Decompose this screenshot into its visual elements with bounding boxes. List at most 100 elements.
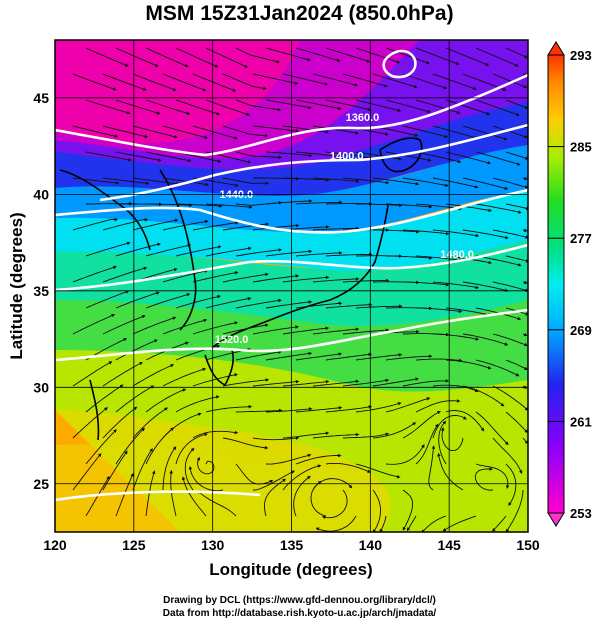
streamline bbox=[385, 354, 433, 361]
streamline bbox=[372, 422, 417, 439]
streamline bbox=[312, 125, 359, 135]
contour-label: 1400.0 bbox=[330, 151, 364, 163]
streamline bbox=[474, 467, 494, 491]
streamline bbox=[373, 229, 420, 234]
streamline bbox=[115, 99, 161, 115]
streamline bbox=[492, 385, 528, 411]
streamline bbox=[355, 463, 401, 479]
colorbar-bottom-arrow bbox=[547, 512, 565, 527]
streamline bbox=[475, 99, 520, 117]
contour-1520 bbox=[55, 308, 528, 362]
streamline bbox=[325, 99, 372, 112]
colorbar-label: 293 bbox=[570, 48, 592, 63]
streamline bbox=[295, 251, 343, 257]
streamline bbox=[115, 242, 161, 257]
streamline bbox=[402, 229, 450, 236]
streamline bbox=[252, 274, 300, 283]
coast-china-north bbox=[59, 169, 151, 251]
streamline bbox=[312, 379, 360, 387]
streamline bbox=[432, 73, 477, 91]
contour-1360 bbox=[55, 73, 528, 157]
streamline bbox=[295, 151, 343, 159]
streamline bbox=[132, 177, 180, 186]
streamline bbox=[192, 430, 239, 439]
streamline bbox=[145, 47, 189, 68]
streamline bbox=[415, 307, 463, 314]
streamline bbox=[265, 151, 313, 158]
streamline bbox=[175, 47, 219, 68]
streamline bbox=[505, 151, 528, 160]
streamline bbox=[222, 378, 270, 387]
streamline bbox=[145, 99, 191, 115]
x-tick-label: 125 bbox=[122, 537, 146, 553]
streamline bbox=[102, 406, 138, 439]
streamline bbox=[415, 255, 463, 262]
y-tick-label: 45 bbox=[33, 90, 49, 106]
streamline bbox=[282, 177, 330, 182]
streamline bbox=[522, 280, 528, 285]
streamline bbox=[175, 395, 220, 413]
streamline bbox=[282, 73, 329, 86]
streamline bbox=[432, 281, 480, 290]
streamline bbox=[312, 177, 360, 183]
streamline bbox=[162, 367, 207, 387]
streamline bbox=[252, 223, 300, 231]
streamline bbox=[440, 427, 464, 452]
streamline bbox=[415, 47, 460, 66]
contour-1400 bbox=[99, 123, 528, 202]
colorbar-label: 261 bbox=[570, 414, 592, 429]
streamline bbox=[265, 407, 313, 413]
streamline bbox=[265, 47, 311, 62]
streamline bbox=[72, 73, 117, 91]
streamline bbox=[475, 359, 520, 377]
streamline bbox=[205, 246, 252, 257]
streamline bbox=[72, 407, 108, 439]
contour-low-center bbox=[382, 49, 417, 79]
streamline bbox=[505, 99, 528, 109]
streamline bbox=[445, 151, 492, 165]
streamline bbox=[85, 241, 131, 257]
streamline bbox=[492, 333, 528, 347]
streamline bbox=[282, 225, 330, 231]
streamline bbox=[475, 203, 522, 214]
streamline bbox=[115, 151, 162, 162]
streamline bbox=[115, 339, 158, 361]
streamline bbox=[475, 411, 509, 446]
streamline bbox=[102, 266, 148, 283]
streamline bbox=[325, 352, 373, 361]
streamline bbox=[445, 99, 491, 116]
streamline bbox=[145, 427, 175, 465]
streamline bbox=[282, 326, 330, 335]
streamline bbox=[72, 313, 116, 335]
streamline bbox=[385, 397, 431, 413]
streamline bbox=[355, 99, 402, 112]
streamline bbox=[295, 406, 343, 413]
streamline bbox=[342, 432, 390, 439]
contour-1440 bbox=[55, 188, 528, 234]
streamline bbox=[222, 323, 269, 335]
streamline bbox=[222, 125, 269, 138]
streamline bbox=[432, 229, 480, 238]
streamline bbox=[445, 203, 493, 213]
streamline bbox=[192, 373, 239, 387]
streamline bbox=[402, 125, 449, 139]
streamline bbox=[132, 218, 179, 231]
streamline bbox=[162, 125, 208, 139]
streamline bbox=[432, 333, 480, 341]
streamline bbox=[132, 125, 179, 139]
streamline bbox=[222, 437, 269, 450]
streamline bbox=[145, 243, 192, 257]
streamline bbox=[132, 316, 177, 335]
streamline bbox=[462, 229, 509, 240]
graticule bbox=[55, 40, 528, 532]
streamline bbox=[355, 304, 403, 309]
x-tick-label: 120 bbox=[43, 537, 67, 553]
coast-korea bbox=[159, 169, 197, 331]
height-contours bbox=[55, 49, 528, 502]
streamline bbox=[312, 327, 360, 335]
streamline bbox=[252, 325, 299, 335]
streamline bbox=[222, 73, 267, 91]
streamline bbox=[386, 255, 433, 260]
streamline bbox=[522, 176, 528, 181]
streamline bbox=[197, 490, 237, 517]
